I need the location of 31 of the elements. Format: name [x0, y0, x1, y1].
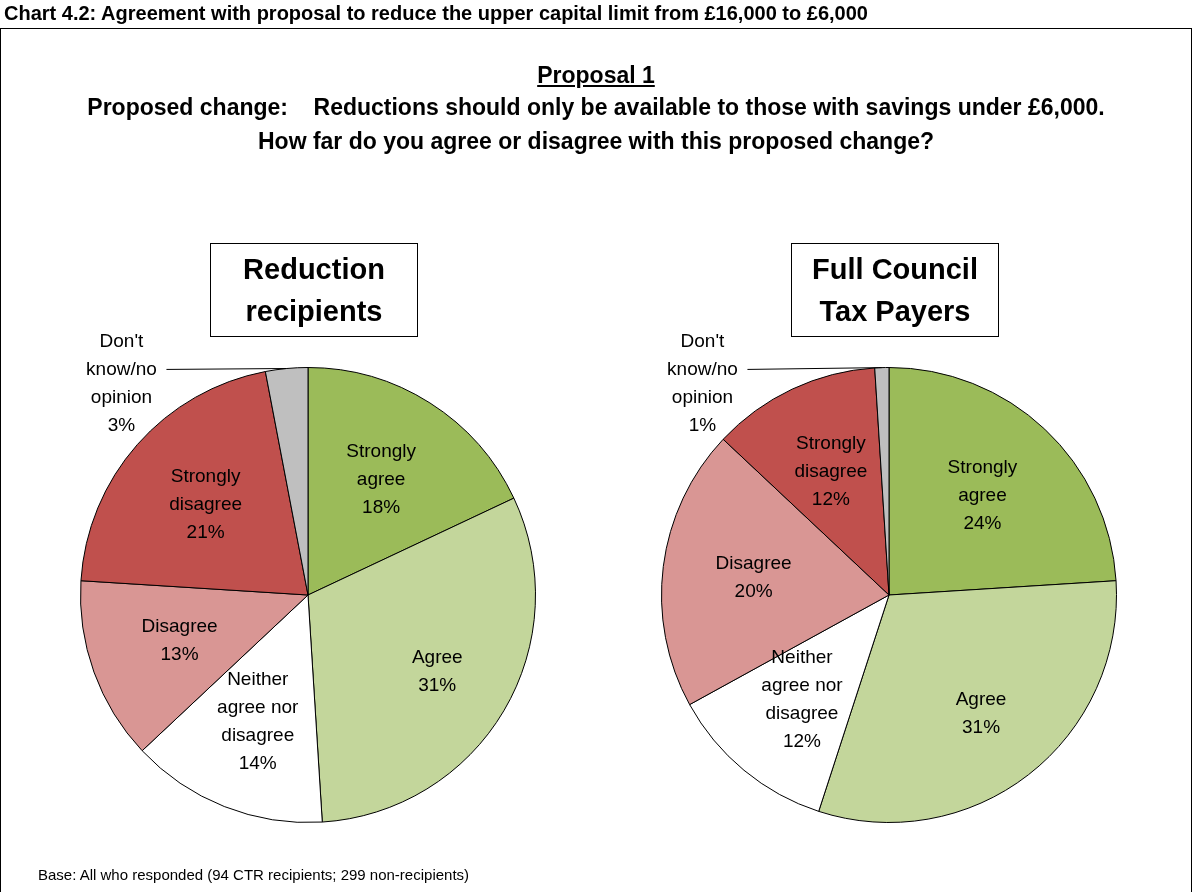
- slice-label: Strongly disagree: [794, 431, 868, 481]
- slice-label: Strongly agree: [947, 455, 1018, 505]
- chart-title: Full Council Tax Payers: [791, 243, 999, 337]
- text: Proposed change: Reductions should only be available to those with savings under £6,000.: [86, 94, 1106, 121]
- slice-label: Don't know/no opinion: [667, 329, 738, 407]
- slice-label: Don't know/no opinion: [86, 329, 157, 407]
- slice-label: Agree: [955, 687, 1007, 709]
- data-label: 14%: [238, 752, 277, 774]
- text: Proposal 1: [536, 62, 656, 89]
- slice-label: Neither agree nor disagree: [217, 668, 300, 746]
- data-label: 12%: [782, 730, 822, 752]
- slice-label: Disagree: [141, 615, 218, 637]
- slice-label: Agree: [411, 645, 463, 667]
- data-label: 1%: [688, 413, 717, 435]
- slice-label: Neither agree nor disagree: [761, 646, 844, 724]
- slice-label: Disagree: [715, 552, 792, 574]
- data-label: 21%: [186, 520, 225, 542]
- slice-label: Strongly agree: [346, 439, 417, 489]
- data-label: 12%: [811, 487, 850, 509]
- text: Base: All who responded (94 CTR recipients; 299 non-recipients): [38, 866, 470, 883]
- data-label: 3%: [107, 413, 136, 435]
- data-label: 20%: [734, 580, 773, 602]
- data-label: 31%: [962, 715, 1001, 737]
- slice-label: Strongly disagree: [169, 464, 243, 514]
- data-label: 13%: [160, 643, 199, 665]
- chart-title: Reduction recipients: [210, 243, 418, 337]
- data-label: 24%: [963, 511, 1002, 533]
- text: How far do you agree or disagree with this proposed change?: [256, 128, 936, 155]
- data-label: 31%: [418, 673, 457, 695]
- caption: Chart 4.2: Agreement with proposal to reduce the upper capital limit from £16,000 to £6,000: [4, 2, 868, 25]
- data-label: 18%: [362, 495, 401, 517]
